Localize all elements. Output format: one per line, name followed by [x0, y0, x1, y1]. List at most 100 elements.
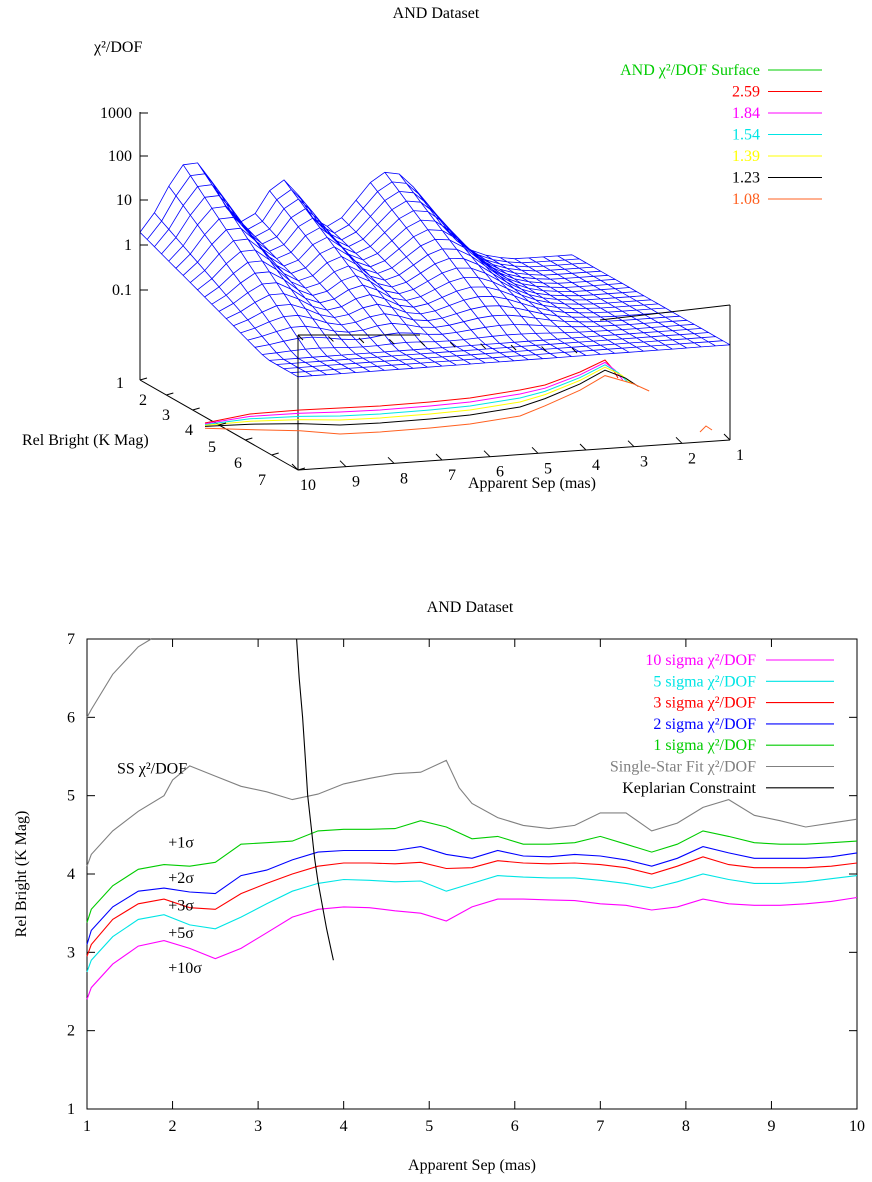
y-tick-label: 1: [116, 375, 124, 392]
y-tick: [297, 467, 306, 471]
legend-label: Keplarian Constraint: [622, 780, 756, 797]
x-tick-label: 7: [448, 467, 456, 484]
x-tick-label: 1: [736, 447, 744, 464]
legend-label: 5 sigma χ²/DOF: [653, 673, 756, 690]
y-tick-label: 5: [67, 788, 75, 805]
x-tick: [579, 443, 587, 451]
x-back-tick: [480, 343, 487, 350]
annotation-label: +10σ: [168, 960, 202, 977]
x-tick: [531, 446, 539, 454]
y-tick-label: 3: [67, 944, 75, 961]
chart1-legend: AND χ²/DOF Surface 2.59 1.84 1.54 1.39 1.23 1.…: [620, 62, 822, 208]
x-tick-label: 3: [640, 454, 648, 471]
chart2-xlabel: Apparent Sep (mas): [408, 1157, 536, 1174]
series-line-2: [86, 856, 858, 957]
x-tick: [435, 453, 443, 461]
y-tick: [218, 422, 227, 426]
y-tick-label: 6: [234, 455, 242, 472]
surface-chart: AND Dataset χ²/DOF AND χ²/DOF Surface 2.5…: [22, 5, 822, 494]
x-tick-label: 10: [849, 1118, 865, 1135]
contour-line: [204, 364, 628, 426]
x-back-tick: [328, 336, 334, 342]
chart1-xlabel: Apparent Sep (mas): [468, 475, 596, 492]
y-tick: [139, 377, 148, 381]
chart2-axis-ticks: 1 2 3 4 5 6 7 8 9 10 1 2 3 4 5 6 7: [67, 631, 865, 1135]
y-tick-label: 3: [162, 407, 170, 424]
legend-label: 1.39: [732, 148, 760, 165]
chart2-plot-frame: [86, 638, 858, 1110]
x-tick: [723, 433, 731, 441]
chart1-frame: [139, 112, 731, 471]
x-tick-label: 1: [83, 1118, 91, 1135]
legend-label: Single-Star Fit χ²/DOF: [610, 759, 756, 776]
y-tick: [192, 407, 200, 411]
annotation-label: +3σ: [168, 897, 194, 914]
z-tick-label: 100: [108, 148, 132, 165]
base-edge-x: [297, 439, 731, 471]
chart1-title: AND Dataset: [393, 5, 480, 22]
x-back-tick: [541, 346, 547, 352]
x-tick-label: 4: [592, 457, 600, 474]
x-tick-label: 9: [352, 474, 360, 491]
legend-label: 1 sigma χ²/DOF: [653, 737, 756, 754]
contour-line: [204, 375, 713, 435]
x-tick-label: 2: [169, 1118, 177, 1135]
chart1-surface: [139, 162, 731, 378]
legend-label: 1.54: [732, 127, 760, 144]
y-tick: [271, 452, 279, 456]
series-line-6: [296, 638, 334, 961]
chart2-title: AND Dataset: [427, 599, 514, 616]
x-back-tick: [358, 337, 365, 344]
surface-mesh: [139, 162, 731, 378]
legend-label: 1.84: [732, 105, 760, 122]
x-tick-label: 10: [300, 477, 316, 494]
x-tick-label: 6: [511, 1118, 519, 1135]
y-tick-label: 5: [208, 439, 216, 456]
y-tick: [245, 437, 253, 441]
annotation-label: +1σ: [168, 835, 194, 852]
x-back-tick: [388, 338, 395, 345]
series-line-3: [86, 846, 858, 945]
x-tick: [387, 456, 395, 464]
y-tick: [166, 392, 174, 396]
chart1-contours: [204, 359, 713, 435]
chart1-zlabel: χ²/DOF: [93, 39, 142, 56]
x-tick-label: 8: [400, 470, 408, 487]
chart2-annotations: SS χ²/DOF +1σ +2σ +3σ +5σ +10σ: [117, 760, 202, 977]
x-back-tick: [297, 334, 304, 341]
y-tick-label: 4: [67, 866, 75, 883]
annotation-label: +5σ: [168, 925, 194, 942]
legend-label: 1.23: [732, 170, 760, 187]
annotation-label: +2σ: [168, 870, 194, 887]
y-tick-label: 6: [67, 709, 75, 726]
x-back-tick: [510, 344, 517, 351]
x-tick: [627, 440, 635, 448]
x-tick-label: 5: [425, 1118, 433, 1135]
x-tick-label: 4: [340, 1118, 348, 1135]
chart2-series: [86, 638, 858, 1000]
x-back-tick: [449, 341, 456, 348]
series-line-5: [86, 759, 858, 867]
series-line-7: [86, 638, 152, 718]
legend-label: AND χ²/DOF Surface: [620, 62, 760, 79]
y-tick-label: 4: [185, 422, 193, 439]
contour-line: [204, 369, 639, 427]
z-tick-label: 1000: [100, 105, 132, 122]
contour-line: [204, 366, 633, 426]
contour-line: [204, 361, 624, 425]
contour-line: [204, 359, 619, 424]
x-tick-label: 3: [254, 1118, 262, 1135]
z-tick-label: 10: [116, 192, 132, 209]
z-tick-label: 0.1: [112, 282, 132, 299]
chart2-ylabel: Rel Bright (K Mag): [13, 811, 30, 938]
y-tick-label: 2: [67, 1023, 75, 1040]
y-tick-label: 7: [258, 472, 266, 489]
series-line-1: [86, 873, 858, 973]
series-line-4: [86, 820, 858, 923]
x-tick-label: 9: [767, 1118, 775, 1135]
legend-label: 2 sigma χ²/DOF: [653, 716, 756, 733]
x-back-tick: [419, 340, 426, 347]
x-tick-label: 8: [682, 1118, 690, 1135]
legend-label: 3 sigma χ²/DOF: [653, 695, 756, 712]
